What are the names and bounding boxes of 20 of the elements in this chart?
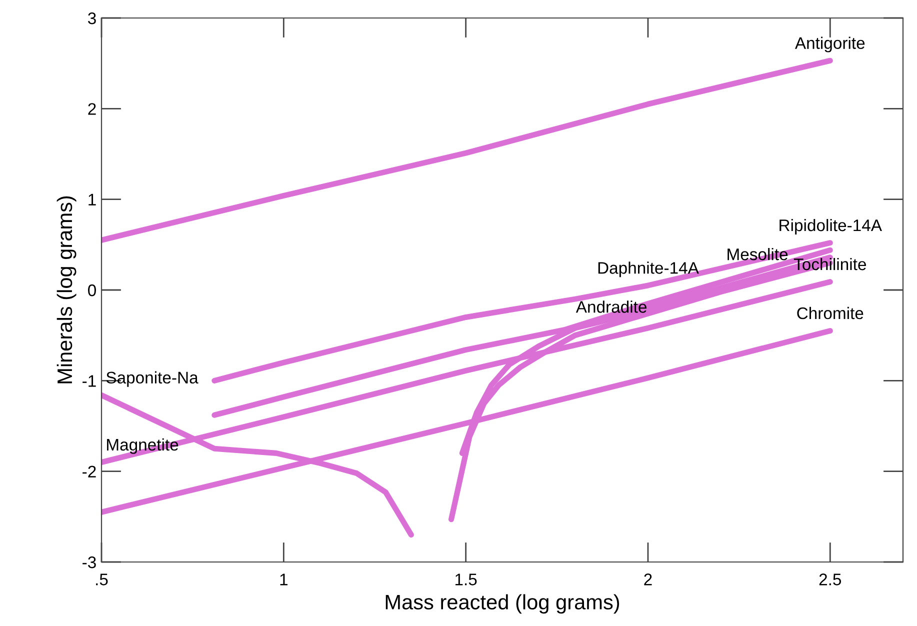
- annotation: Tochilinite: [794, 258, 866, 270]
- y-tick-label: 0: [88, 284, 96, 296]
- y-tick-label: 3: [88, 12, 96, 24]
- y-axis-title: Minerals (log grams): [56, 196, 76, 384]
- y-tick-label: -2: [82, 466, 96, 478]
- annotation: Ripidolite-14A: [780, 218, 882, 235]
- y-tick-label: 2: [88, 103, 96, 115]
- x-tick-label: 1: [280, 574, 288, 586]
- x-axis-title: Mass reacted (log grams): [386, 594, 620, 614]
- annotation: Chromite: [797, 306, 864, 320]
- x-tick-label: 2.5: [819, 574, 842, 586]
- y-tick-label: -3: [82, 556, 96, 568]
- y-tick-label: 1: [88, 194, 96, 206]
- x-tick-label: 1.5: [456, 574, 477, 586]
- annotation: Daphnite-14A: [598, 262, 699, 278]
- x-tick-label: 2: [644, 574, 652, 586]
- x-tick-label: .5: [96, 574, 108, 586]
- y-tick-label: -1: [82, 375, 96, 387]
- annotation: Saponite-Na: [106, 371, 198, 387]
- annotation: Antigorite: [794, 36, 865, 52]
